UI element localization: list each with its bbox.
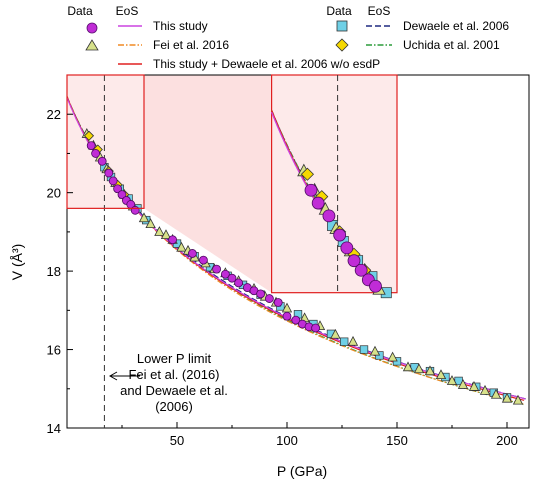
point-this-study-2 xyxy=(97,156,107,166)
inset-point-this-study-2 xyxy=(322,209,336,223)
annotation-line-4: (2006) xyxy=(155,399,193,414)
zoom-shading xyxy=(67,75,397,293)
point-this-study-1 xyxy=(91,149,100,158)
annotation-line-2: Fei et al. (2016) xyxy=(128,367,219,382)
point-this-study-14 xyxy=(220,269,230,279)
legend-header-data-1: Data xyxy=(67,4,93,18)
point-this-study-23 xyxy=(291,315,301,325)
inset-point-this-study-1 xyxy=(311,196,325,210)
point-fei-et-al-2016-35 xyxy=(468,381,480,391)
point-fei-et-al-2016-27 xyxy=(369,345,381,356)
legend-marker-uchida-2001 xyxy=(335,38,349,52)
point-this-study-19 xyxy=(256,289,266,299)
legend: Data EoS Data EoS This study Fei et al. … xyxy=(67,4,509,71)
y-tick-label-18: 18 xyxy=(47,264,61,279)
point-fei-et-al-2016-39 xyxy=(512,394,524,405)
point-this-study-6 xyxy=(117,190,127,200)
point-fei-et-al-2016-12 xyxy=(176,241,187,252)
point-this-study-9 xyxy=(130,205,140,215)
inset-point-this-study-6 xyxy=(354,263,368,277)
point-fei-et-al-2016-7 xyxy=(138,212,150,223)
x-axis-title: P (GPa) xyxy=(277,463,327,479)
y-axis-title: V (Å³) xyxy=(9,244,25,281)
zoom-boxes xyxy=(66,74,398,294)
inset-point-this-study-5 xyxy=(347,254,361,268)
legend-label-uchida-2001: Uchida et al. 2001 xyxy=(403,38,500,52)
point-this-study-10 xyxy=(168,235,178,245)
point-dewaele-et-al-2006-16 xyxy=(340,337,349,346)
point-this-study-16 xyxy=(234,278,244,288)
point-uchida-et-al-2001-0 xyxy=(83,130,95,141)
point-this-study-26 xyxy=(311,323,321,333)
inset-point-this-study-8 xyxy=(369,279,382,293)
point-fei-et-al-2016-26 xyxy=(347,335,359,346)
inset-box xyxy=(271,74,398,294)
point-this-study-12 xyxy=(198,255,208,265)
annotation-line-3: and Dewaele et al. xyxy=(120,383,228,398)
axis-ticks: 50 100 150 200 14 16 18 20 22 xyxy=(47,107,518,448)
y-tick-label-22: 22 xyxy=(47,107,61,122)
point-this-study-0 xyxy=(86,141,96,151)
point-this-study-11 xyxy=(187,249,197,258)
point-fei-et-al-2016-38 xyxy=(501,392,513,403)
y-tick-label-16: 16 xyxy=(47,343,61,358)
legend-header-eos-2: EoS xyxy=(368,4,391,18)
inset-plot xyxy=(270,75,392,299)
legend-header-data-2: Data xyxy=(326,4,352,18)
main-zoom-box-fill xyxy=(67,75,144,209)
point-fei-et-al-2016-33 xyxy=(446,375,458,385)
legend-marker-fei-2016 xyxy=(85,39,99,51)
point-this-study-13 xyxy=(212,264,222,274)
point-fei-et-al-2016-8 xyxy=(145,218,156,229)
inset-point-this-study-4 xyxy=(340,241,354,255)
lower-p-limit-annotation: Lower P limit Fei et al. (2016) and Dewa… xyxy=(108,351,228,414)
inset-point-this-study-0 xyxy=(304,183,318,197)
legend-label-this-study: This study xyxy=(153,19,208,33)
point-dewaele-et-al-2006-17 xyxy=(359,345,369,354)
point-this-study-3 xyxy=(104,168,114,178)
point-fei-et-al-2016-25 xyxy=(330,328,341,339)
legend-marker-this-study xyxy=(86,22,98,34)
legend-label-dewaele-2006: Dewaele et al. 2006 xyxy=(403,19,509,33)
inset-point-this-study-3 xyxy=(333,228,347,242)
legend-label-fei-2016: Fei et al. 2016 xyxy=(153,38,229,52)
point-this-study-4 xyxy=(108,176,118,186)
x-tick-label-150: 150 xyxy=(386,433,408,448)
annotation-arrowhead xyxy=(108,371,118,381)
inset-box-fill xyxy=(271,75,397,293)
x-tick-label-200: 200 xyxy=(496,433,518,448)
legend-header-eos-1: EoS xyxy=(116,4,139,18)
point-fei-et-al-2016-29 xyxy=(402,361,414,372)
point-this-study-15 xyxy=(227,273,237,283)
point-this-study-21 xyxy=(273,298,283,307)
annotation-line-1: Lower P limit xyxy=(137,351,212,366)
y-tick-label-14: 14 xyxy=(47,421,61,436)
point-fei-et-al-2016-9 xyxy=(154,226,165,236)
point-fei-et-al-2016-32 xyxy=(435,369,447,380)
point-this-study-22 xyxy=(282,311,292,321)
point-fei-et-al-2016-30 xyxy=(413,363,425,374)
point-fei-et-al-2016-10 xyxy=(160,229,172,240)
inset-point-uchida-et-al-2001-0 xyxy=(300,167,314,181)
legend-label-combined: This study + Dewaele et al. 2006 w/o esd… xyxy=(153,57,380,71)
zoom-connector-fill xyxy=(144,75,272,293)
point-this-study-20 xyxy=(264,294,274,303)
x-tick-label-100: 100 xyxy=(276,433,298,448)
point-fei-et-al-2016-28 xyxy=(387,351,398,362)
point-fei-et-al-2016-37 xyxy=(490,388,502,399)
point-fei-et-al-2016-34 xyxy=(457,379,469,389)
point-this-study-5 xyxy=(113,184,122,194)
main-zoom-box xyxy=(66,74,145,209)
x-tick-label-50: 50 xyxy=(170,433,184,448)
legend-marker-dewaele-2006 xyxy=(336,20,348,32)
point-fei-et-al-2016-31 xyxy=(424,365,436,376)
point-fei-et-al-2016-36 xyxy=(479,384,491,395)
y-tick-label-20: 20 xyxy=(47,186,61,201)
